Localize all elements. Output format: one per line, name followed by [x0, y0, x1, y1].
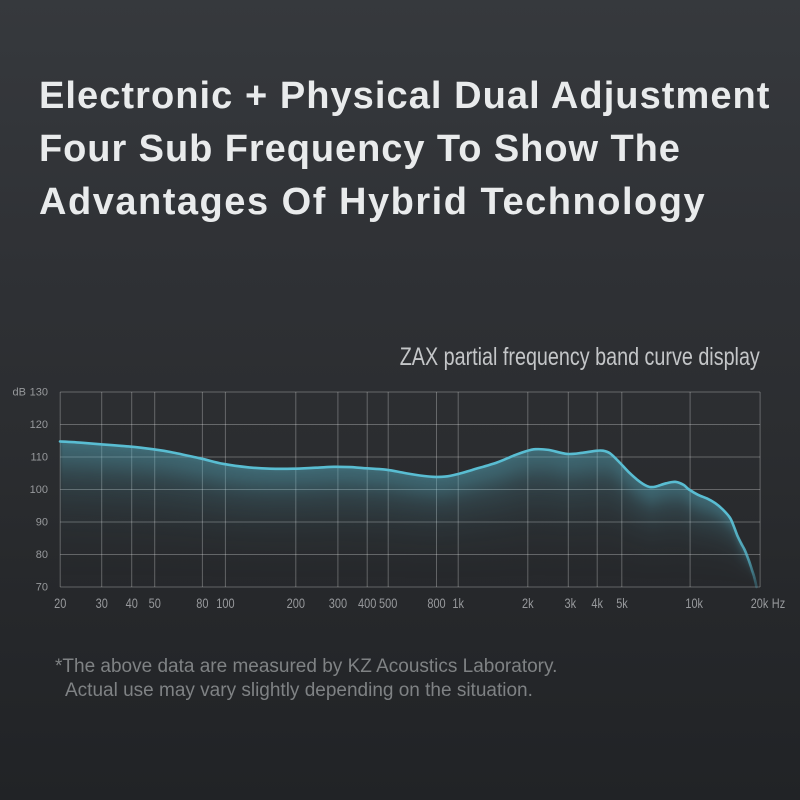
svg-text:130: 130 — [30, 387, 48, 399]
svg-text:90: 90 — [36, 517, 48, 529]
svg-text:300: 300 — [329, 595, 347, 611]
svg-text:2k: 2k — [522, 595, 534, 611]
svg-text:80: 80 — [196, 595, 208, 611]
svg-text:80: 80 — [36, 549, 48, 561]
svg-text:110: 110 — [30, 452, 48, 464]
svg-text:4k: 4k — [591, 595, 603, 611]
svg-text:500: 500 — [379, 595, 397, 611]
svg-text:3k: 3k — [565, 595, 577, 611]
svg-text:20k: 20k — [751, 595, 769, 611]
svg-text:50: 50 — [149, 595, 161, 611]
svg-text:20: 20 — [54, 595, 66, 611]
svg-text:Hz: Hz — [772, 595, 785, 611]
svg-text:120: 120 — [30, 419, 48, 431]
svg-text:400: 400 — [358, 595, 376, 611]
svg-text:30: 30 — [96, 595, 108, 611]
svg-text:10k: 10k — [685, 595, 703, 611]
svg-text:1k: 1k — [452, 595, 464, 611]
svg-text:200: 200 — [287, 595, 305, 611]
svg-text:70: 70 — [36, 582, 48, 594]
svg-text:40: 40 — [126, 595, 138, 611]
svg-text:dB: dB — [13, 387, 26, 399]
svg-text:5k: 5k — [616, 595, 628, 611]
svg-text:100: 100 — [216, 595, 234, 611]
svg-text:100: 100 — [30, 484, 48, 496]
svg-text:800: 800 — [427, 595, 445, 611]
